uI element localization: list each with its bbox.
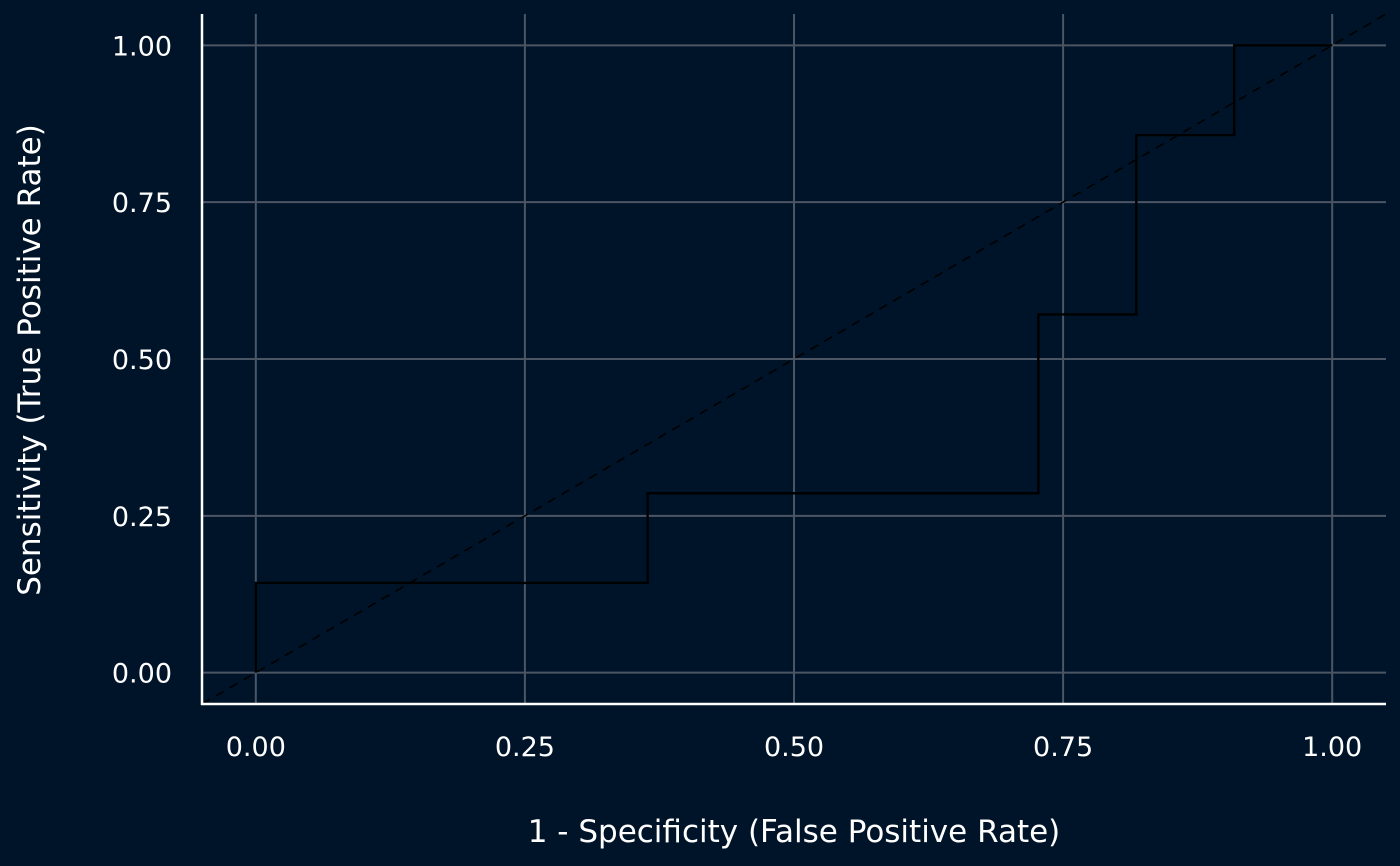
y-tick-label: 1.00	[112, 31, 172, 62]
x-tick-label: 1.00	[1302, 732, 1362, 763]
axes	[200, 14, 1386, 706]
y-tick-labels: 0.00 0.25 0.50 0.75 1.00	[112, 31, 172, 689]
x-tick-label: 0.75	[1033, 732, 1093, 763]
grid-lines	[202, 14, 1386, 704]
x-tick-labels: 0.00 0.25 0.50 0.75 1.00	[226, 732, 1362, 763]
x-tick-label: 0.25	[495, 732, 555, 763]
y-tick-label: 0.50	[112, 345, 172, 376]
roc-curve-line	[254, 44, 1333, 673]
y-tick-label: 0.75	[112, 188, 172, 219]
plot-series	[201, 13, 1387, 705]
reference-diagonal-line	[201, 13, 1387, 705]
x-axis-title: 1 - Specificity (False Positive Rate)	[528, 814, 1061, 850]
y-tick-label: 0.25	[112, 502, 172, 533]
y-axis-title: Sensitivity (True Positive Rate)	[12, 124, 48, 596]
x-tick-label: 0.00	[226, 732, 286, 763]
y-tick-label: 0.00	[112, 659, 172, 690]
x-tick-label: 0.50	[764, 732, 824, 763]
